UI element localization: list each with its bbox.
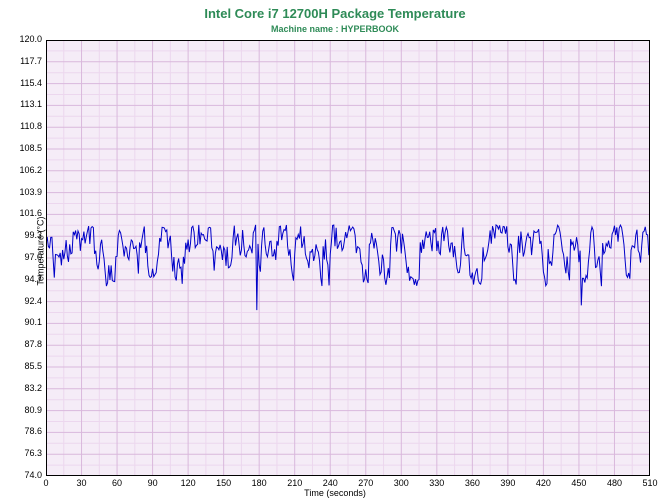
x-tick-label: 330 bbox=[425, 479, 449, 488]
y-tick-label: 80.9 bbox=[24, 406, 42, 415]
y-tick-label: 117.7 bbox=[20, 57, 42, 66]
x-tick-label: 360 bbox=[460, 479, 484, 488]
chart-subtitle: Machine name : HYPERBOOK bbox=[0, 24, 670, 34]
x-axis-label: Time (seconds) bbox=[0, 488, 670, 498]
x-tick-label: 480 bbox=[602, 479, 626, 488]
y-tick-label: 83.2 bbox=[24, 384, 42, 393]
x-tick-label: 270 bbox=[354, 479, 378, 488]
y-tick-label: 78.6 bbox=[24, 427, 42, 436]
y-tick-label: 108.5 bbox=[19, 144, 42, 153]
y-tick-label: 99.3 bbox=[24, 231, 42, 240]
x-tick-label: 300 bbox=[389, 479, 413, 488]
y-tick-label: 87.8 bbox=[24, 340, 42, 349]
y-tick-label: 103.9 bbox=[19, 188, 42, 197]
chart-title: Intel Core i7 12700H Package Temperature bbox=[0, 6, 670, 21]
y-tick-label: 110.8 bbox=[20, 122, 42, 131]
y-tick-label: 76.3 bbox=[24, 449, 42, 458]
y-tick-label: 113.1 bbox=[20, 100, 42, 109]
plot-area bbox=[46, 40, 650, 476]
y-tick-label: 106.2 bbox=[19, 166, 42, 175]
y-tick-label: 115.4 bbox=[20, 79, 42, 88]
x-tick-label: 150 bbox=[212, 479, 236, 488]
x-tick-label: 0 bbox=[34, 479, 58, 488]
x-tick-label: 210 bbox=[283, 479, 307, 488]
temperature-chart: Intel Core i7 12700H Package Temperature… bbox=[0, 0, 670, 502]
y-tick-label: 85.5 bbox=[24, 362, 42, 371]
x-tick-label: 120 bbox=[176, 479, 200, 488]
x-tick-label: 390 bbox=[496, 479, 520, 488]
y-tick-label: 101.6 bbox=[19, 209, 42, 218]
x-tick-label: 240 bbox=[318, 479, 342, 488]
y-tick-label: 94.7 bbox=[24, 275, 42, 284]
x-tick-label: 510 bbox=[638, 479, 662, 488]
x-tick-label: 30 bbox=[70, 479, 94, 488]
x-tick-label: 420 bbox=[531, 479, 555, 488]
y-tick-label: 97.0 bbox=[24, 253, 42, 262]
x-tick-label: 90 bbox=[141, 479, 165, 488]
y-tick-label: 92.4 bbox=[24, 297, 42, 306]
y-tick-label: 90.1 bbox=[24, 318, 42, 327]
y-tick-label: 120.0 bbox=[19, 35, 42, 44]
x-tick-label: 450 bbox=[567, 479, 591, 488]
x-tick-label: 60 bbox=[105, 479, 129, 488]
x-tick-label: 180 bbox=[247, 479, 271, 488]
